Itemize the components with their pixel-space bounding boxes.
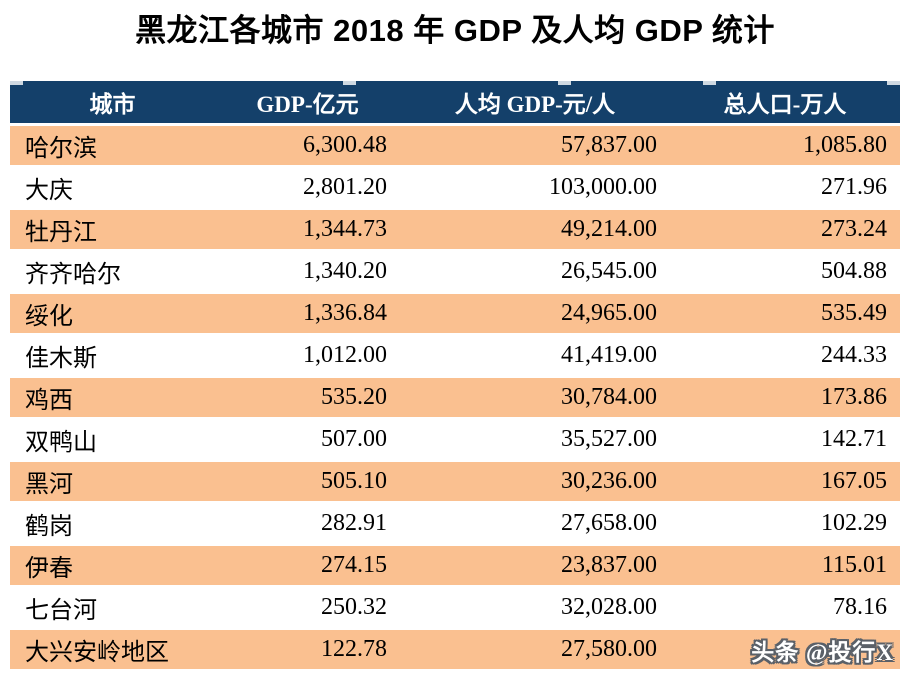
watermark: 头条 @投行X (751, 640, 894, 665)
cell-city: 哈尔滨 (25, 136, 97, 162)
cell-city: 黑河 (25, 472, 73, 498)
table-row: 鹤岗 282.91 27,658.00 102.29 (10, 501, 900, 543)
cell-city: 七台河 (25, 598, 97, 624)
table-row: 伊春 274.15 23,837.00 115.01 (10, 543, 900, 585)
table-row: 大兴安岭地区 122.78 27,580.00 (10, 627, 900, 669)
cell-gdp: 122.78 (321, 636, 387, 662)
header-top-notch (10, 81, 23, 85)
cell-gdp-per-capita: 35,527.00 (561, 426, 657, 452)
gdp-table: 城市 GDP-亿元 人均 GDP-元/人 总人口-万人 哈尔滨 6,300.48… (10, 81, 900, 669)
cell-population: 142.71 (821, 426, 887, 452)
cell-gdp-per-capita: 49,214.00 (561, 216, 657, 242)
cell-gdp-per-capita: 103,000.00 (549, 174, 657, 200)
cell-gdp-per-capita: 30,236.00 (561, 468, 657, 494)
table-row: 黑河 505.10 30,236.00 167.05 (10, 459, 900, 501)
cell-population: 504.88 (821, 258, 887, 284)
column-header-city: 城市 (89, 92, 136, 117)
cell-city: 齐齐哈尔 (25, 262, 121, 288)
cell-gdp-per-capita: 26,545.00 (561, 258, 657, 284)
table-row: 佳木斯 1,012.00 41,419.00 244.33 (10, 333, 900, 375)
table-row: 齐齐哈尔 1,340.20 26,545.00 504.88 (10, 249, 900, 291)
header-top-notch (887, 81, 900, 85)
cell-gdp: 505.10 (321, 468, 387, 494)
cell-city: 鸡西 (25, 388, 73, 414)
cell-gdp: 250.32 (321, 594, 387, 620)
table-row: 牡丹江 1,344.73 49,214.00 273.24 (10, 207, 900, 249)
cell-gdp: 282.91 (321, 510, 387, 536)
header-top-notch (558, 81, 571, 85)
cell-gdp: 507.00 (321, 426, 387, 452)
cell-city: 牡丹江 (25, 220, 97, 246)
cell-population: 102.29 (821, 510, 887, 536)
cell-gdp: 1,340.20 (303, 258, 387, 284)
cell-population: 167.05 (821, 468, 887, 494)
cell-city: 绥化 (25, 304, 73, 330)
cell-city: 伊春 (25, 556, 73, 582)
cell-gdp-per-capita: 27,658.00 (561, 510, 657, 536)
cell-gdp: 274.15 (321, 552, 387, 578)
cell-population: 244.33 (821, 342, 887, 368)
cell-gdp: 2,801.20 (303, 174, 387, 200)
header-top-notch (703, 81, 716, 85)
cell-gdp: 1,336.84 (303, 300, 387, 326)
cell-city: 鹤岗 (25, 514, 73, 540)
cell-population: 173.86 (821, 384, 887, 410)
table-body: 哈尔滨 6,300.48 57,837.00 1,085.80 大庆 2,801… (10, 123, 900, 669)
cell-population: 1,085.80 (803, 132, 887, 158)
table-row: 双鸭山 507.00 35,527.00 142.71 (10, 417, 900, 459)
cell-gdp-per-capita: 23,837.00 (561, 552, 657, 578)
cell-gdp-per-capita: 24,965.00 (561, 300, 657, 326)
table-row: 鸡西 535.20 30,784.00 173.86 (10, 375, 900, 417)
cell-population: 271.96 (821, 174, 887, 200)
cell-population: 535.49 (821, 300, 887, 326)
table-row: 绥化 1,336.84 24,965.00 535.49 (10, 291, 900, 333)
column-header-gdp: GDP-亿元 (256, 92, 359, 117)
page-title: 黑龙江各城市 2018 年 GDP 及人均 GDP 统计 (135, 13, 775, 48)
cell-gdp: 1,012.00 (303, 342, 387, 368)
cell-gdp: 1,344.73 (303, 216, 387, 242)
cell-gdp-per-capita: 30,784.00 (561, 384, 657, 410)
table-header-row: 城市 GDP-亿元 人均 GDP-元/人 总人口-万人 (10, 81, 900, 123)
cell-gdp-per-capita: 27,580.00 (561, 636, 657, 662)
cell-population: 273.24 (821, 216, 887, 242)
cell-city: 佳木斯 (25, 346, 97, 372)
cell-city: 大庆 (25, 178, 73, 204)
header-top-notch (343, 81, 356, 85)
cell-population: 78.16 (833, 594, 887, 620)
cell-city: 大兴安岭地区 (25, 640, 169, 666)
table-row: 七台河 250.32 32,028.00 78.16 (10, 585, 900, 627)
table-row: 哈尔滨 6,300.48 57,837.00 1,085.80 (10, 123, 900, 165)
cell-gdp-per-capita: 32,028.00 (561, 594, 657, 620)
cell-gdp-per-capita: 57,837.00 (561, 132, 657, 158)
cell-city: 双鸭山 (25, 430, 97, 456)
table-row: 大庆 2,801.20 103,000.00 271.96 (10, 165, 900, 207)
cell-gdp: 6,300.48 (303, 132, 387, 158)
column-header-gdp-per-capita: 人均 GDP-元/人 (454, 92, 616, 117)
column-header-population: 总人口-万人 (723, 92, 847, 117)
cell-population: 115.01 (821, 552, 887, 578)
cell-gdp: 535.20 (321, 384, 387, 410)
cell-gdp-per-capita: 41,419.00 (561, 342, 657, 368)
